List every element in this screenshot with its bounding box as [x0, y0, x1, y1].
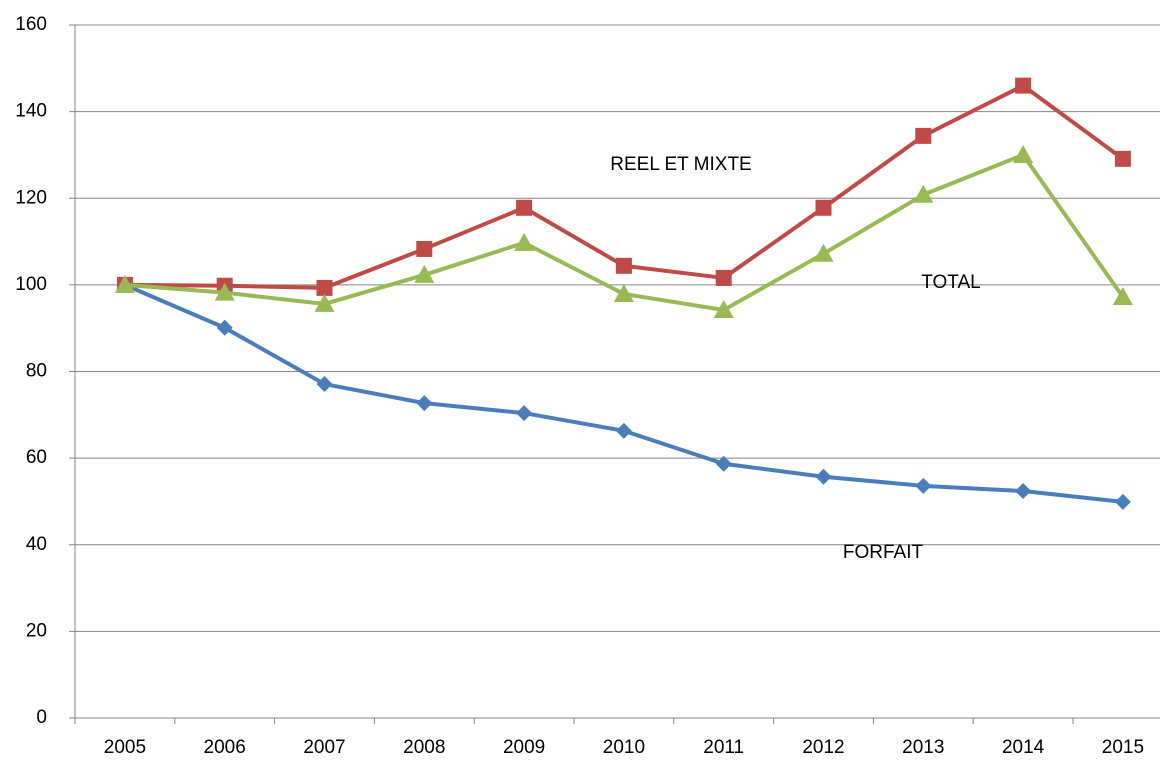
series-label: REEL ET MIXTE: [610, 154, 751, 175]
y-tick-label: 100: [15, 274, 47, 295]
point: [715, 455, 732, 472]
y-tick-label: 140: [15, 101, 47, 122]
point: [516, 405, 533, 422]
point: [913, 184, 934, 203]
point: [815, 468, 832, 485]
series-label: FORFAIT: [843, 542, 924, 563]
y-tick-label: 60: [26, 447, 47, 468]
series-label: TOTAL: [921, 272, 980, 293]
point: [813, 243, 834, 262]
y-tick-label: 40: [26, 534, 47, 555]
point: [1112, 287, 1133, 306]
point: [514, 232, 535, 251]
x-tick-label: 2013: [902, 737, 944, 758]
y-tick-label: 80: [26, 361, 47, 382]
x-tick-label: 2012: [802, 737, 844, 758]
point: [316, 279, 333, 296]
x-tick-label: 2010: [603, 737, 645, 758]
point: [516, 199, 533, 216]
point: [1015, 483, 1032, 500]
point: [214, 282, 235, 301]
point: [615, 422, 632, 439]
y-tick-label: 20: [26, 620, 47, 641]
point: [216, 319, 233, 336]
y-tick-label: 0: [36, 707, 47, 728]
x-tick-label: 2006: [204, 737, 246, 758]
point: [1114, 150, 1131, 167]
x-tick-label: 2009: [503, 737, 545, 758]
x-tick-label: 2008: [403, 737, 445, 758]
point: [713, 299, 734, 318]
y-tick-label: 160: [15, 14, 47, 35]
point: [815, 199, 832, 216]
x-tick-label: 2015: [1102, 737, 1144, 758]
point: [416, 395, 433, 412]
point: [414, 264, 435, 283]
series-line: [124, 283, 1124, 504]
x-tick-label: 2005: [104, 737, 146, 758]
point: [615, 257, 632, 274]
point: [1013, 144, 1034, 163]
point: [314, 293, 335, 312]
point: [613, 283, 634, 302]
point: [114, 274, 135, 293]
x-tick-label: 2014: [1002, 737, 1045, 758]
point: [416, 240, 433, 257]
series-line: [124, 83, 1125, 290]
point: [715, 269, 732, 286]
point: [316, 376, 333, 393]
x-tick-label: 2011: [703, 737, 744, 758]
x-tick-label: 2007: [303, 737, 345, 758]
point: [915, 477, 932, 494]
point: [1015, 77, 1032, 94]
point: [915, 127, 932, 144]
point: [1114, 493, 1131, 510]
y-tick-label: 120: [15, 187, 47, 208]
